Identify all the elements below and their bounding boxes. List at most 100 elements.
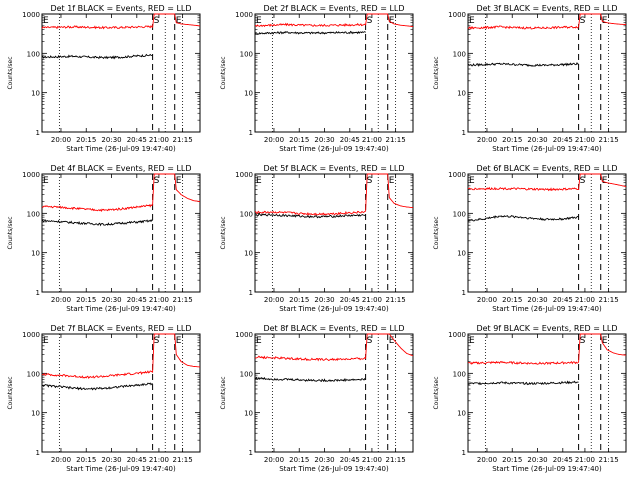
x-axis-title: Start Time (26-Jul-09 19:47:40) (492, 145, 602, 153)
x-tick-label: 20:15 (289, 296, 309, 304)
x-tick-label: 21:15 (386, 136, 406, 144)
panel-title: Det 8f BLACK = Events, RED = LLD (263, 324, 404, 333)
x-tick-label: 21:15 (386, 296, 406, 304)
event-marker: E (389, 336, 395, 346)
y-tick-label: 10 (457, 90, 466, 98)
series-events (467, 61, 579, 67)
series-events (254, 376, 366, 383)
y-axis-label: Counts/sec (7, 376, 14, 409)
panel-det-9: Det 9f BLACK = Events, RED = LLD Counts/s… (433, 324, 627, 473)
x-tick-label: 20:00 (264, 136, 284, 144)
y-tick-label: 1000 (235, 331, 253, 339)
y-tick-label: 1 (462, 289, 466, 297)
y-tick-label: 1000 (235, 171, 253, 179)
y-tick-label: 10 (457, 250, 466, 258)
x-tick-label: 20:00 (264, 296, 284, 304)
y-tick-label: 10 (244, 410, 253, 418)
x-axis-title: Start Time (26-Jul-09 19:47:40) (492, 305, 602, 313)
panel-title: Det 7f BLACK = Events, RED = LLD (50, 324, 191, 333)
panel-title: Det 1f BLACK = Events, RED = LLD (50, 4, 191, 13)
x-tick-label: 20:15 (76, 136, 96, 144)
event-marker: S (580, 16, 586, 26)
series-events (467, 380, 579, 386)
y-tick-label: 10 (31, 90, 40, 98)
x-tick-label: 21:00 (362, 296, 382, 304)
x-tick-label: 21:15 (599, 136, 619, 144)
x-tick-label: 20:45 (553, 456, 573, 464)
x-tick-label: 21:00 (575, 136, 595, 144)
series-events (467, 214, 579, 222)
plot-frame (41, 333, 201, 453)
event-marker: E (256, 16, 262, 26)
x-tick-label: 21:15 (386, 456, 406, 464)
y-axis-label: Counts/sec (433, 56, 440, 89)
y-axis-label: Counts/sec (220, 56, 227, 89)
panel-det-8: Det 8f BLACK = Events, RED = LLD Counts/s… (220, 324, 414, 473)
x-axis-title: Start Time (26-Jul-09 19:47:40) (279, 305, 389, 313)
y-tick-label: 100 (240, 50, 253, 58)
x-tick-label: 21:15 (173, 456, 193, 464)
y-tick-label: 10 (31, 250, 40, 258)
x-tick-label: 20:30 (101, 136, 121, 144)
x-tick-label: 21:00 (575, 296, 595, 304)
plot-frame (467, 13, 627, 133)
y-axis-label: Counts/sec (7, 216, 14, 249)
series-lld (467, 13, 626, 30)
x-tick-label: 20:00 (477, 136, 497, 144)
x-axis-title: Start Time (26-Jul-09 19:47:40) (279, 465, 389, 473)
x-tick-label: 21:00 (149, 296, 169, 304)
x-tick-label: 21:00 (149, 456, 169, 464)
event-marker: E (389, 176, 395, 186)
x-tick-label: 20:30 (527, 136, 547, 144)
event-marker: E (176, 16, 182, 26)
series-lld (254, 173, 414, 216)
x-tick-label: 20:45 (553, 136, 573, 144)
x-tick-label: 20:45 (127, 456, 147, 464)
y-tick-label: 100 (453, 50, 466, 58)
x-axis-title: Start Time (26-Jul-09 19:47:40) (66, 145, 176, 153)
y-tick-label: 100 (453, 370, 466, 378)
y-tick-label: 10 (31, 410, 40, 418)
x-tick-label: 21:00 (362, 456, 382, 464)
x-tick-label: 21:15 (173, 136, 193, 144)
event-marker: E (469, 176, 475, 186)
y-axis-label: Counts/sec (433, 376, 440, 409)
event-marker: E (389, 16, 395, 26)
event-marker: E (43, 16, 49, 26)
x-tick-label: 21:15 (173, 296, 193, 304)
x-tick-label: 20:30 (101, 456, 121, 464)
x-axis-title: Start Time (26-Jul-09 19:47:40) (492, 465, 602, 473)
plot-frame (467, 333, 627, 453)
x-tick-label: 20:00 (264, 456, 284, 464)
y-tick-label: 1000 (22, 11, 40, 19)
panel-title: Det 5f BLACK = Events, RED = LLD (263, 164, 404, 173)
panel-title: Det 3f BLACK = Events, RED = LLD (476, 4, 617, 13)
plot-frame (467, 173, 627, 293)
x-tick-label: 21:00 (362, 136, 382, 144)
x-tick-label: 20:45 (340, 136, 360, 144)
panel-title: Det 2f BLACK = Events, RED = LLD (263, 4, 404, 13)
panel-det-4: Det 4f BLACK = Events, RED = LLD Counts/s… (7, 164, 201, 313)
x-axis-title: Start Time (26-Jul-09 19:47:40) (66, 305, 176, 313)
x-tick-label: 21:15 (599, 296, 619, 304)
y-tick-label: 1 (36, 129, 40, 137)
plot-frame (41, 173, 201, 293)
event-marker: E (256, 336, 262, 346)
series-events (41, 382, 153, 391)
x-tick-label: 20:00 (51, 296, 71, 304)
x-tick-label: 20:15 (502, 456, 522, 464)
x-tick-label: 20:30 (101, 296, 121, 304)
series-lld (41, 333, 201, 379)
series-events (41, 53, 153, 60)
x-tick-label: 20:45 (340, 296, 360, 304)
event-marker: E (469, 336, 475, 346)
y-axis-label: Counts/sec (7, 56, 14, 89)
x-tick-label: 20:30 (527, 456, 547, 464)
plot-frame (41, 13, 201, 133)
x-tick-label: 20:45 (127, 136, 147, 144)
series-lld (41, 173, 201, 213)
series-lld (254, 13, 413, 28)
y-tick-label: 10 (457, 410, 466, 418)
